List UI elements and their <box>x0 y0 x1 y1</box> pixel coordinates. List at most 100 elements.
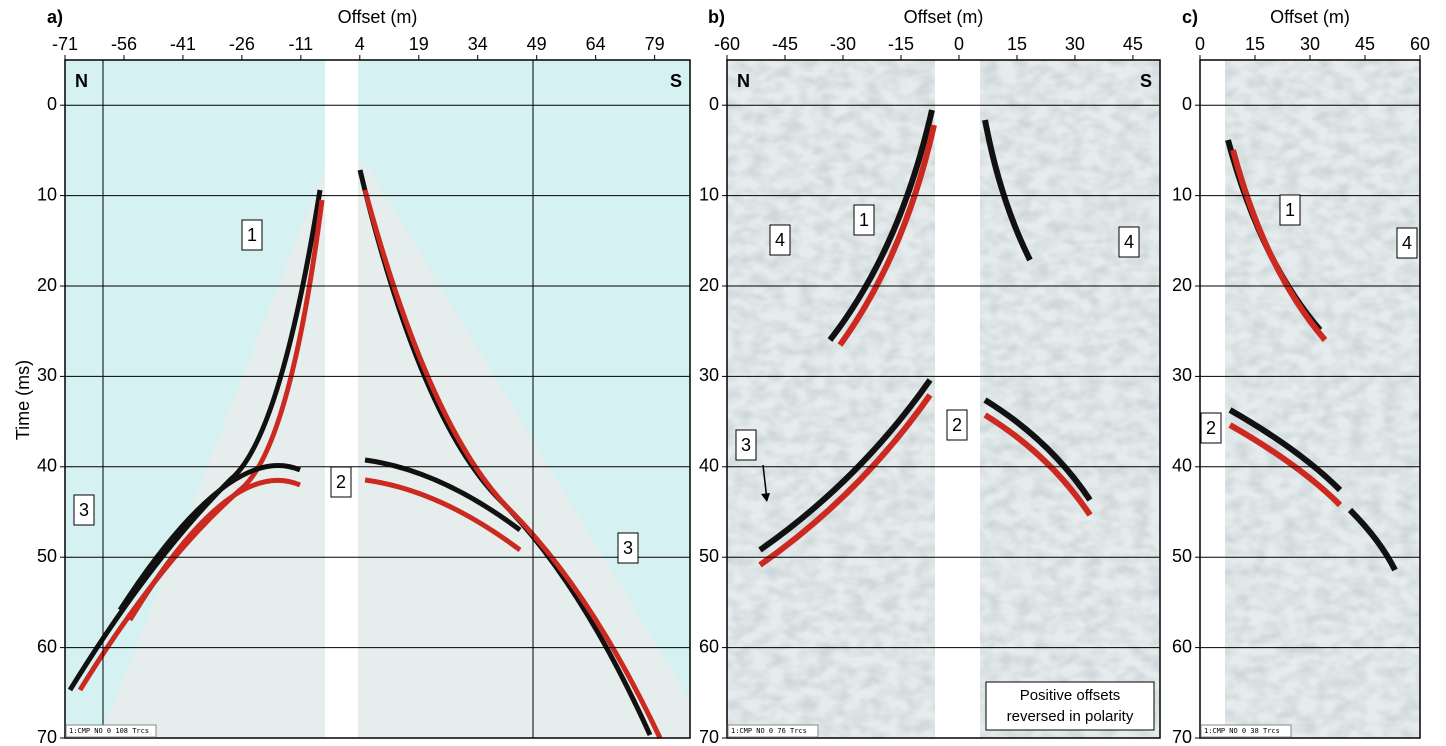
x-tick-label: -41 <box>170 34 196 54</box>
annotation-box <box>1118 226 1140 258</box>
x-tick-label: 0 <box>954 34 964 54</box>
panel-label: c) <box>1182 7 1198 27</box>
y-tick-label: 60 <box>37 636 57 656</box>
x-tick-label: 49 <box>527 34 547 54</box>
x-axis-label: Offset (m) <box>338 7 418 27</box>
annotation: 4 <box>1402 233 1412 253</box>
note-line: reversed in polarity <box>1007 708 1134 725</box>
x-axis-label: Offset (m) <box>904 7 984 27</box>
x-tick-label: 45 <box>1355 34 1375 54</box>
annotation: 2 <box>336 472 346 492</box>
events <box>1225 139 1398 572</box>
y-tick-label: 50 <box>699 546 719 566</box>
y-tick-label: 70 <box>1172 727 1192 746</box>
x-tick-label: -30 <box>830 34 856 54</box>
annotation-box <box>1279 194 1301 226</box>
y-tick-label: 70 <box>699 727 719 746</box>
signal-zone <box>100 170 325 738</box>
y-tick-label: 0 <box>1182 94 1192 114</box>
x-tick-label: 34 <box>468 34 488 54</box>
x-tick-label: 79 <box>645 34 665 54</box>
annotation-box <box>735 429 757 461</box>
x-tick-label: 60 <box>1410 34 1430 54</box>
note-line: Positive offsets <box>1020 687 1121 704</box>
annotation-box <box>853 204 875 236</box>
y-tick-label: 0 <box>709 94 719 114</box>
y-axis-label: Time (ms) <box>13 360 33 440</box>
plot-frame <box>726 59 1161 739</box>
y-tick-label: 20 <box>1172 275 1192 295</box>
annotation: 1 <box>1285 200 1295 220</box>
y-tick-label: 10 <box>1172 184 1192 204</box>
y-tick-label: 50 <box>1172 546 1192 566</box>
y-tick-label: 50 <box>37 546 57 566</box>
annotation-box <box>617 532 639 564</box>
corner-label: S <box>670 71 682 91</box>
y-tick-label: 10 <box>37 184 57 204</box>
gap <box>1200 60 1225 738</box>
plot-frame <box>1199 59 1421 739</box>
annotation-box <box>73 494 95 526</box>
footer: 1:CMP NO 0 108 Trcs <box>69 727 149 735</box>
footer-box <box>65 724 157 738</box>
footer: 1:CMP NO 0 38 Trcs <box>1204 727 1280 735</box>
gap <box>935 60 980 738</box>
y-tick-label: 30 <box>699 365 719 385</box>
annotation: 3 <box>79 500 89 520</box>
y-tick-label: 20 <box>37 275 57 295</box>
annotation: 1 <box>859 210 869 230</box>
x-tick-label: 15 <box>1007 34 1027 54</box>
x-tick-label: -26 <box>229 34 255 54</box>
footer-box <box>727 724 819 738</box>
y-tick-label: 10 <box>699 184 719 204</box>
x-tick-label: 15 <box>1245 34 1265 54</box>
annotation: 3 <box>741 435 751 455</box>
y-tick-label: 30 <box>37 365 57 385</box>
x-tick-label: -45 <box>772 34 798 54</box>
arrow-head <box>761 493 770 502</box>
footer: 1:CMP NO 0 76 Trcs <box>731 727 807 735</box>
x-tick-label: -60 <box>714 34 740 54</box>
panel-label: b) <box>708 7 725 27</box>
y-tick-label: 70 <box>37 727 57 746</box>
y-tick-label: 40 <box>699 456 719 476</box>
x-tick-label: -56 <box>111 34 137 54</box>
x-tick-label: -15 <box>888 34 914 54</box>
x-tick-label: -11 <box>289 34 314 54</box>
y-tick-label: 60 <box>1172 636 1192 656</box>
annotation-box <box>769 224 791 256</box>
x-tick-label: 4 <box>355 34 365 54</box>
x-tick-label: -71 <box>52 34 78 54</box>
x-axis-label: Offset (m) <box>1270 7 1350 27</box>
y-tick-label: 0 <box>47 94 57 114</box>
y-tick-label: 60 <box>699 636 719 656</box>
gap <box>325 60 358 738</box>
annotation-box <box>330 466 352 498</box>
annotation: 2 <box>952 415 962 435</box>
corner-label: N <box>75 71 88 91</box>
x-tick-label: 64 <box>586 34 606 54</box>
annotation: 1 <box>247 225 257 245</box>
x-tick-label: 45 <box>1123 34 1143 54</box>
panel-label: a) <box>47 7 63 27</box>
events <box>758 109 1093 568</box>
annotation: 4 <box>1124 232 1134 252</box>
signal-zone <box>358 160 690 738</box>
corner-label: S <box>1140 71 1152 91</box>
annotation-box <box>1200 412 1222 444</box>
annotation-box <box>241 219 263 251</box>
corner-label: N <box>737 71 750 91</box>
y-tick-label: 40 <box>1172 456 1192 476</box>
y-tick-label: 40 <box>37 456 57 476</box>
annotation: 4 <box>775 230 785 250</box>
y-tick-label: 20 <box>699 275 719 295</box>
x-tick-label: 30 <box>1065 34 1085 54</box>
plot-frame <box>64 59 691 739</box>
annotation: 3 <box>623 538 633 558</box>
footer-box <box>1200 724 1292 738</box>
y-tick-label: 30 <box>1172 365 1192 385</box>
annotation: 2 <box>1206 418 1216 438</box>
annotation-box <box>1396 227 1418 259</box>
x-tick-label: 19 <box>409 34 429 54</box>
